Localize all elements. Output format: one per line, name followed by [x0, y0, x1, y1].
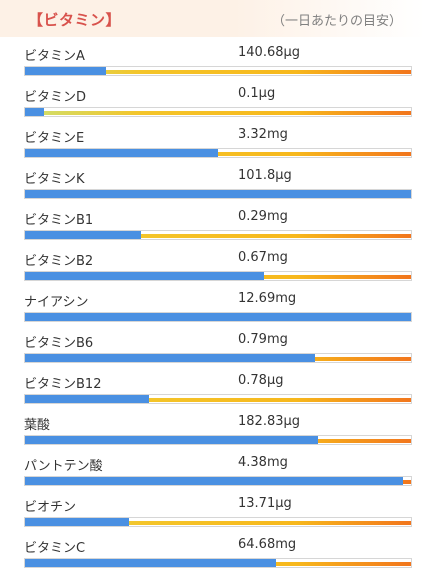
- nutrient-amount: 12.69mg: [238, 291, 297, 306]
- daily-reference-note: （一日あたりの目安）: [272, 14, 403, 29]
- nutrient-row: パントテン酸 4.38mg: [0, 451, 425, 492]
- nutrient-amount: 4.38mg: [238, 455, 288, 470]
- progress-bar: [24, 558, 412, 568]
- progress-bar-fill: [25, 67, 107, 75]
- progress-bar-fill: [25, 395, 149, 403]
- nutrient-row: ビオチン 13.71μg: [0, 492, 425, 533]
- progress-bar-fill: [25, 518, 130, 526]
- nutrient-name: 葉酸: [24, 418, 51, 433]
- progress-bar: [24, 107, 412, 117]
- nutrient-row: ビタミンB1 0.29mg: [0, 205, 425, 246]
- nutrient-name: ビタミンC: [24, 541, 86, 556]
- nutrient-amount: 13.71μg: [238, 496, 292, 511]
- nutrient-name: ナイアシン: [24, 295, 89, 310]
- progress-bar-fill: [25, 149, 218, 157]
- panel-title: 【ビタミン】: [28, 11, 122, 29]
- progress-bar-fill: [25, 272, 265, 280]
- nutrient-list: ビタミンA 140.68μg ビタミンD 0.1μg ビタミンE 3.32mg ビタミンK 1…: [0, 41, 425, 574]
- nutrient-amount: 0.67mg: [238, 250, 288, 265]
- nutrient-name: ビタミンB2: [24, 254, 94, 269]
- nutrient-row: ナイアシン 12.69mg: [0, 287, 425, 328]
- progress-bar-fill: [25, 436, 319, 444]
- nutrient-name: ビタミンK: [24, 172, 85, 187]
- progress-bar-reference-line: [25, 398, 411, 402]
- nutrient-name: パントテン酸: [24, 459, 103, 474]
- progress-bar-fill: [25, 108, 45, 116]
- nutrient-name: ビタミンB1: [24, 213, 94, 228]
- nutrient-row: ビタミンB12 0.78μg: [0, 369, 425, 410]
- nutrient-name: ビタミンB6: [24, 336, 94, 351]
- nutrient-amount: 0.78μg: [238, 373, 284, 388]
- progress-bar-fill: [25, 477, 404, 485]
- progress-bar: [24, 476, 412, 486]
- progress-bar-fill: [25, 190, 411, 198]
- progress-bar: [24, 148, 412, 158]
- nutrient-amount: 101.8μg: [238, 168, 292, 183]
- progress-bar: [24, 394, 412, 404]
- nutrient-amount: 0.29mg: [238, 209, 288, 224]
- nutrient-row: ビタミンA 140.68μg: [0, 41, 425, 82]
- progress-bar-fill: [25, 354, 315, 362]
- progress-bar: [24, 230, 412, 240]
- nutrient-name: ビオチン: [24, 500, 77, 515]
- progress-bar: [24, 189, 412, 199]
- nutrient-row: 葉酸 182.83μg: [0, 410, 425, 451]
- nutrient-name: ビタミンB12: [24, 377, 102, 392]
- nutrient-row: ビタミンK 101.8μg: [0, 164, 425, 205]
- nutrient-amount: 140.68μg: [238, 45, 301, 60]
- progress-bar-fill: [25, 313, 411, 321]
- nutrient-name: ビタミンD: [24, 90, 87, 105]
- progress-bar: [24, 435, 412, 445]
- progress-bar: [24, 271, 412, 281]
- nutrient-row: ビタミンB6 0.79mg: [0, 328, 425, 369]
- nutrient-amount: 182.83μg: [238, 414, 301, 429]
- progress-bar: [24, 66, 412, 76]
- progress-bar-reference-line: [25, 521, 411, 525]
- progress-bar: [24, 353, 412, 363]
- nutrient-amount: 0.79mg: [238, 332, 288, 347]
- progress-bar: [24, 517, 412, 527]
- nutrient-row: ビタミンC 64.68mg: [0, 533, 425, 574]
- progress-bar: [24, 312, 412, 322]
- nutrient-row: ビタミンB2 0.67mg: [0, 246, 425, 287]
- nutrient-amount: 0.1μg: [238, 86, 276, 101]
- panel-header: 【ビタミン】 （一日あたりの目安）: [0, 0, 425, 37]
- nutrient-row: ビタミンD 0.1μg: [0, 82, 425, 123]
- nutrient-name: ビタミンE: [24, 131, 85, 146]
- nutrient-name: ビタミンA: [24, 49, 85, 64]
- nutrient-amount: 64.68mg: [238, 537, 297, 552]
- nutrient-row: ビタミンE 3.32mg: [0, 123, 425, 164]
- progress-bar-reference-line: [25, 152, 411, 156]
- progress-bar-reference-line: [25, 111, 411, 115]
- progress-bar-fill: [25, 559, 276, 567]
- nutrient-amount: 3.32mg: [238, 127, 288, 142]
- progress-bar-reference-line: [25, 234, 411, 238]
- progress-bar-reference-line: [25, 70, 411, 74]
- progress-bar-fill: [25, 231, 141, 239]
